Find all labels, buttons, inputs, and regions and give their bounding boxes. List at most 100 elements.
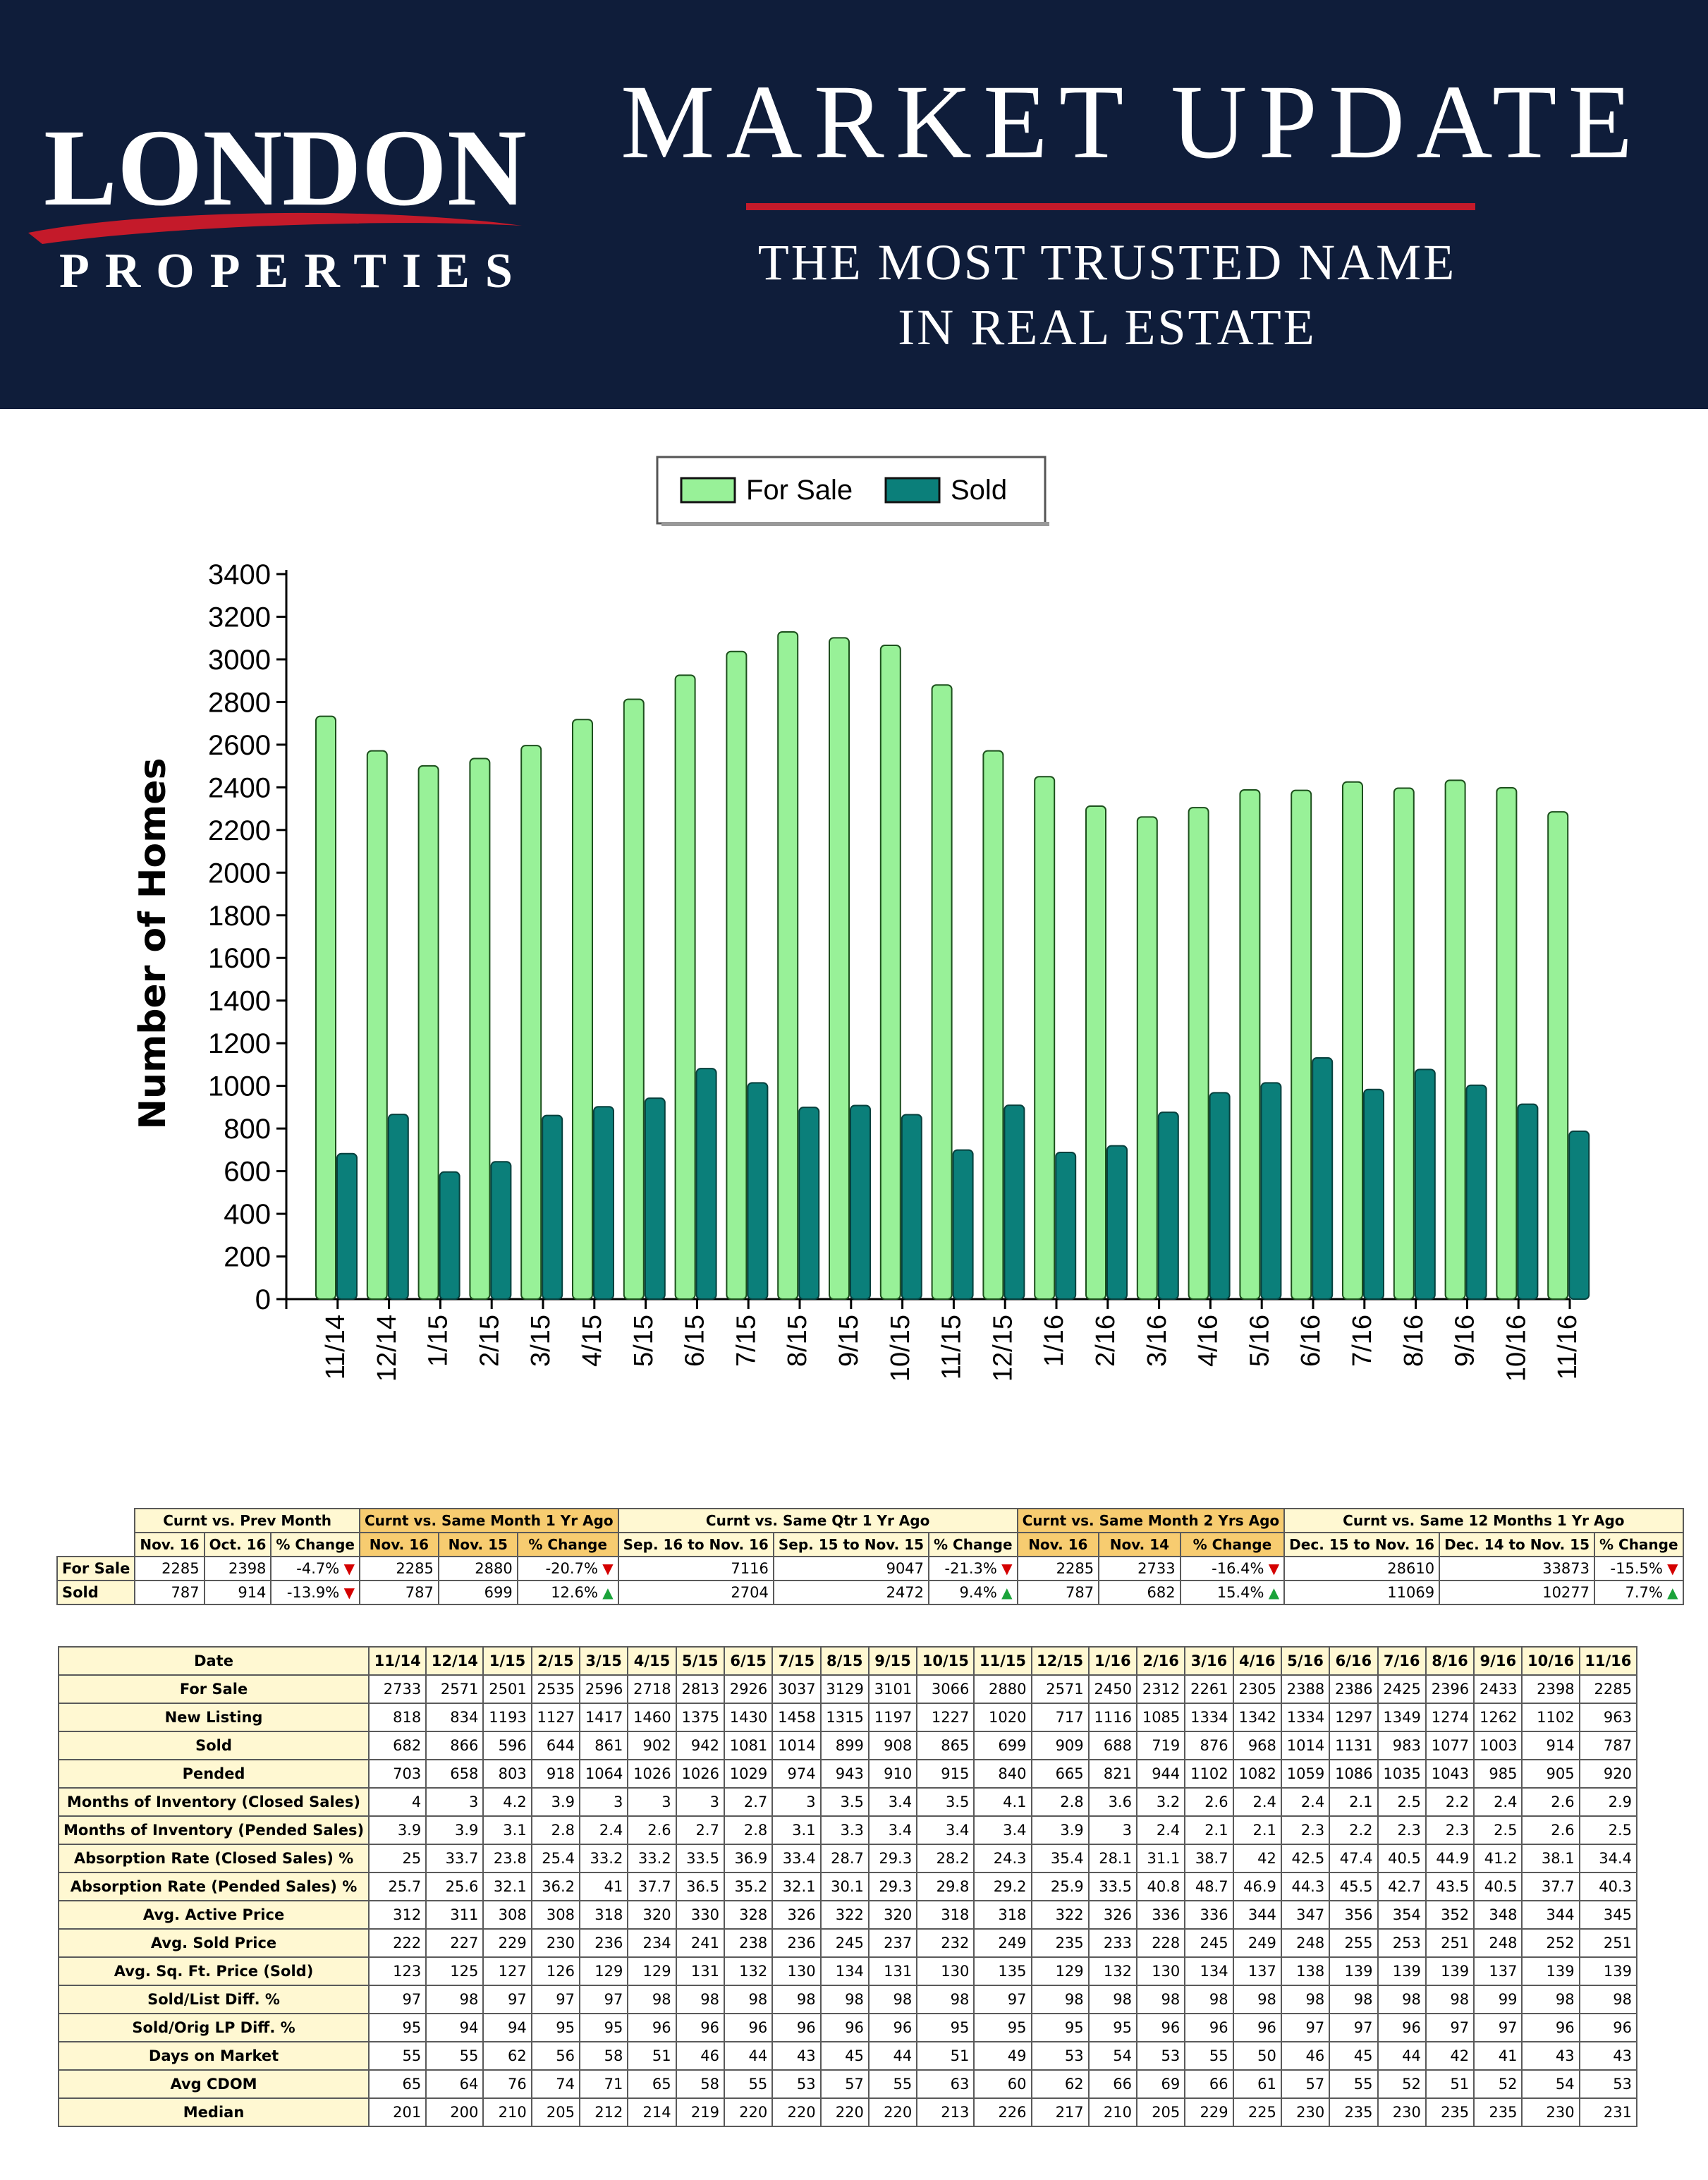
detail-cell: 35.2: [723, 1872, 774, 1901]
summary-row-label: Sold: [56, 1580, 136, 1605]
detail-cell: 226: [973, 2097, 1032, 2127]
summary-row-label: For Sale: [56, 1556, 136, 1581]
detail-cell: 2386: [1329, 1674, 1379, 1704]
detail-cell: 255: [1329, 1928, 1379, 1958]
detail-row-label: Sold/List Diff. %: [57, 1985, 370, 2014]
detail-cell: 217: [1030, 2097, 1090, 2127]
x-tick-label: 4/15: [578, 1315, 607, 1367]
detail-cell: 2.4: [1232, 1787, 1282, 1817]
x-tick-label: 5/15: [629, 1315, 659, 1367]
legend-label-1: Sold: [951, 475, 1007, 506]
trend-down-icon: ▼: [339, 1584, 355, 1601]
detail-cell: 2.6: [627, 1815, 677, 1845]
x-tick-label: 2/16: [1091, 1315, 1121, 1367]
title-divider: [746, 203, 1475, 210]
detail-cell: 55: [425, 2041, 484, 2071]
summary-group-row: Curnt vs. Prev Month Curnt vs. Same Month…: [57, 1508, 1684, 1533]
summary-group-header: Curnt vs. Same Month 1 Yr Ago: [358, 1508, 619, 1533]
detail-cell: 25.4: [530, 1844, 581, 1873]
detail-row: Months of Inventory (Closed Sales) 4 3 4.2 3…: [57, 1787, 1638, 1817]
summary-value: 2472: [886, 1584, 925, 1601]
detail-cell: 861: [578, 1731, 629, 1760]
summary-value: 2285: [396, 1560, 434, 1577]
bar-for-sale: [1547, 811, 1569, 1300]
detail-cell: 40.8: [1135, 1872, 1186, 1901]
detail-cell: 682: [368, 1731, 427, 1760]
detail-cell: 3.1: [482, 1815, 532, 1845]
detail-cell: 98: [1425, 1985, 1475, 2014]
detail-row-label: Sold: [57, 1731, 370, 1760]
detail-cell: 344: [1521, 1900, 1580, 1930]
detail-cell: 98: [867, 1985, 918, 2014]
summary-value: 787: [1066, 1584, 1094, 1601]
detail-cell: 132: [723, 1956, 774, 1986]
detail-cell: 908: [867, 1731, 918, 1760]
detail-cell: 318: [973, 1900, 1032, 1930]
bar-sold: [695, 1068, 717, 1301]
detail-cell: 2305: [1232, 1674, 1282, 1704]
detail-cell: 2.8: [1030, 1787, 1090, 1817]
x-tick-label: 11/15: [937, 1315, 967, 1380]
detail-cell: 98: [675, 1985, 725, 2014]
detail-row-label: Avg CDOM: [57, 2069, 370, 2099]
detail-cell: 248: [1473, 1928, 1523, 1958]
detail-cell: 35.4: [1030, 1844, 1090, 1873]
detail-cell: 61: [1232, 2069, 1282, 2099]
detail-cell: 46.9: [1232, 1872, 1282, 1901]
detail-cell: 55: [723, 2069, 774, 2099]
x-tick-label: 1/15: [424, 1315, 453, 1367]
summary-value: 2398: [228, 1560, 267, 1577]
detail-cell: 137: [1232, 1956, 1282, 1986]
detail-row: Sold 682 866 596 644 861 902 942 1081 1014 899 908 8…: [57, 1731, 1638, 1760]
detail-cell: 98: [1030, 1985, 1090, 2014]
detail-cell: 2.4: [1280, 1787, 1331, 1817]
detail-cell: 3.6: [1087, 1787, 1137, 1817]
bar-for-sale: [1496, 786, 1518, 1300]
detail-cell: 330: [675, 1900, 725, 1930]
detail-cell: 42.5: [1280, 1844, 1331, 1873]
x-tick-label: 10/15: [886, 1315, 915, 1382]
summary-subheader-row: Nov. 16 Oct. 16% Change Nov. 16 Nov. 15% Ch…: [57, 1532, 1684, 1557]
detail-cell: 235: [1473, 2097, 1523, 2127]
detail-date-column: 1/15: [482, 1646, 532, 1676]
detail-cell: 328: [723, 1900, 774, 1930]
detail-cell: 251: [1425, 1928, 1475, 1958]
detail-cell: 139: [1377, 1956, 1427, 1986]
detail-cell: 97: [1425, 2013, 1475, 2042]
detail-cell: 229: [482, 1928, 532, 1958]
detail-cell: 48.7: [1184, 1872, 1234, 1901]
detail-cell: 4: [368, 1787, 427, 1817]
detail-cell: 235: [1425, 2097, 1475, 2127]
detail-cell: 98: [1232, 1985, 1282, 2014]
detail-cell: 66: [1184, 2069, 1234, 2099]
y-tick-label: 1000: [208, 1071, 271, 1102]
detail-cell: 96: [1521, 2013, 1580, 2042]
detail-cell: 50: [1232, 2041, 1282, 2071]
detail-cell: 236: [771, 1928, 822, 1958]
detail-cell: 98: [627, 1985, 677, 2014]
bar-sold: [644, 1097, 666, 1300]
summary-value: 33873: [1542, 1560, 1590, 1577]
detail-cell: 230: [530, 1928, 581, 1958]
detail-cell: 95: [530, 2013, 581, 2042]
detail-cell: 138: [1280, 1956, 1331, 1986]
detail-cell: 2.6: [1521, 1815, 1580, 1845]
header-banner: LONDON PROPERTIES MARKET UPDATE THE MOST…: [0, 0, 1708, 409]
detail-cell: 34.4: [1578, 1844, 1638, 1873]
detail-row-label: Months of Inventory (Pended Sales): [57, 1815, 370, 1845]
detail-cell: 41: [1473, 2041, 1523, 2071]
detail-cell: 1127: [530, 1703, 581, 1732]
detail-cell: 36.2: [530, 1872, 581, 1901]
summary-column-header: Nov. 14: [1098, 1532, 1181, 1557]
detail-cell: 840: [973, 1759, 1032, 1789]
detail-row: Absorption Rate (Closed Sales) % 25 33.7 23…: [57, 1844, 1638, 1873]
x-tick-label: 6/16: [1296, 1315, 1326, 1367]
detail-cell: 318: [578, 1900, 629, 1930]
bar-for-sale: [572, 719, 593, 1300]
x-tick-label: 4/16: [1194, 1315, 1224, 1367]
summary-cell: 12.6% ▲: [516, 1580, 619, 1605]
detail-cell: 1085: [1135, 1703, 1186, 1732]
detail-cell: 33.4: [771, 1844, 822, 1873]
detail-cell: 96: [1232, 2013, 1282, 2042]
detail-cell: 65: [368, 2069, 427, 2099]
